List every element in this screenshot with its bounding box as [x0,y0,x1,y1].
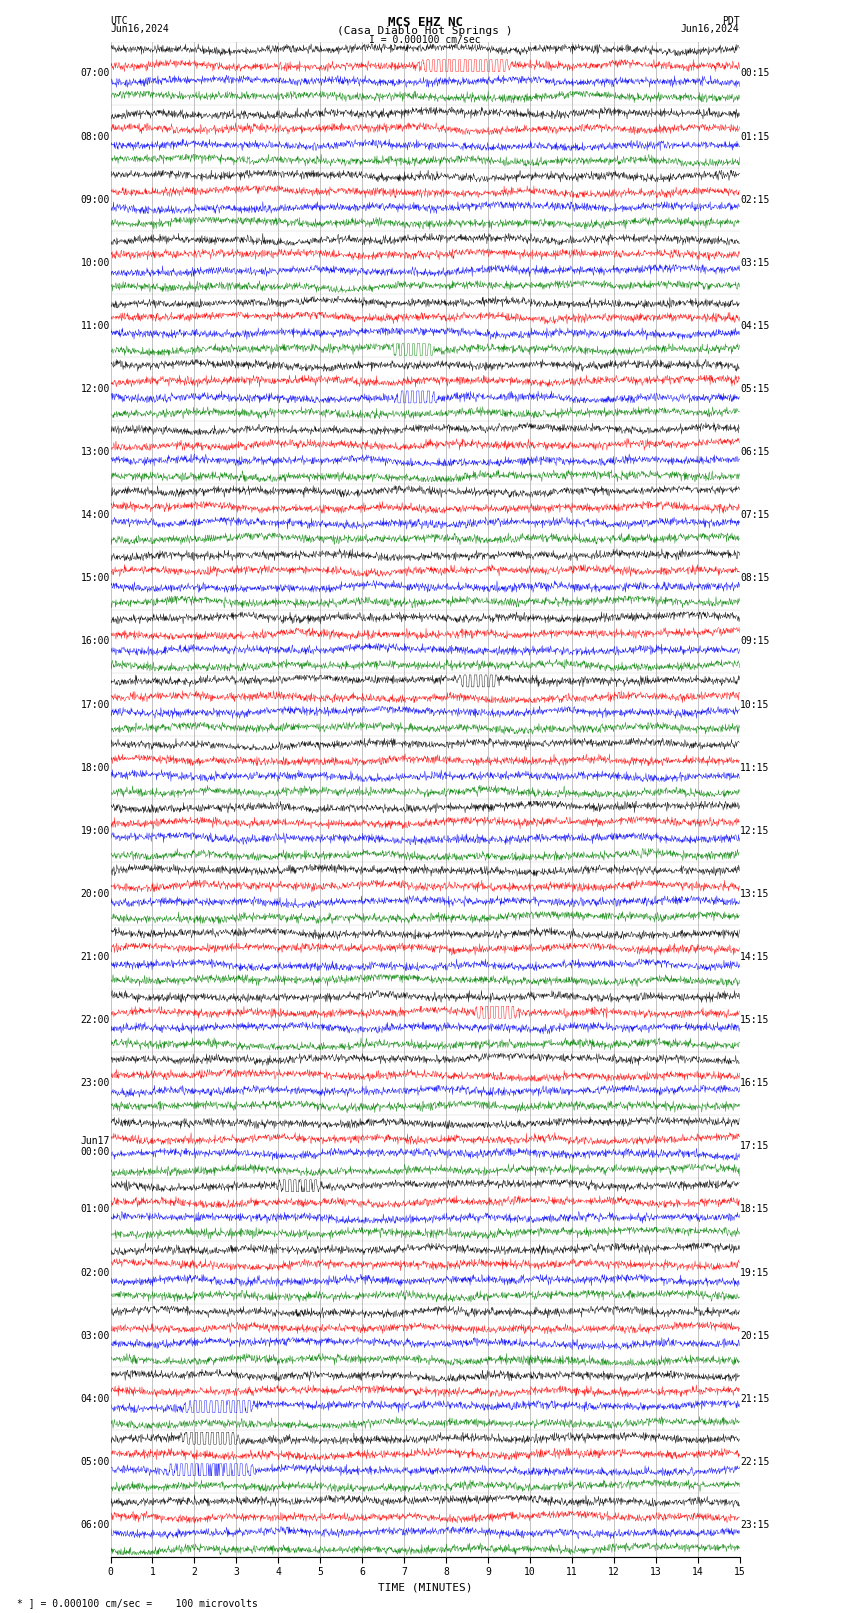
Text: 22:00: 22:00 [81,1015,110,1026]
Text: 06:00: 06:00 [81,1519,110,1531]
Text: 07:15: 07:15 [740,510,769,521]
Text: 02:00: 02:00 [81,1268,110,1277]
X-axis label: TIME (MINUTES): TIME (MINUTES) [377,1582,473,1592]
Text: Jun16,2024: Jun16,2024 [681,24,740,34]
Text: 12:15: 12:15 [740,826,769,836]
Text: 11:00: 11:00 [81,321,110,331]
Text: 18:15: 18:15 [740,1205,769,1215]
Text: 04:15: 04:15 [740,321,769,331]
Text: 12:00: 12:00 [81,384,110,394]
Text: 08:00: 08:00 [81,132,110,142]
Text: 20:00: 20:00 [81,889,110,898]
Text: MCS EHZ NC: MCS EHZ NC [388,16,462,29]
Text: 03:00: 03:00 [81,1331,110,1340]
Text: 00:15: 00:15 [740,68,769,79]
Text: 08:15: 08:15 [740,573,769,584]
Text: 23:15: 23:15 [740,1519,769,1531]
Text: 06:15: 06:15 [740,447,769,456]
Text: 23:00: 23:00 [81,1077,110,1089]
Text: 22:15: 22:15 [740,1457,769,1466]
Text: 14:00: 14:00 [81,510,110,521]
Text: 13:00: 13:00 [81,447,110,456]
Text: 03:15: 03:15 [740,258,769,268]
Text: I = 0.000100 cm/sec: I = 0.000100 cm/sec [369,35,481,45]
Text: * ] = 0.000100 cm/sec =    100 microvolts: * ] = 0.000100 cm/sec = 100 microvolts [17,1598,258,1608]
Text: 16:15: 16:15 [740,1077,769,1089]
Text: 18:00: 18:00 [81,763,110,773]
Text: 20:15: 20:15 [740,1331,769,1340]
Text: 14:15: 14:15 [740,952,769,961]
Text: 02:15: 02:15 [740,195,769,205]
Text: 19:15: 19:15 [740,1268,769,1277]
Text: 01:00: 01:00 [81,1205,110,1215]
Text: 04:00: 04:00 [81,1394,110,1403]
Text: PDT: PDT [722,16,740,26]
Text: 13:15: 13:15 [740,889,769,898]
Text: 05:15: 05:15 [740,384,769,394]
Text: 01:15: 01:15 [740,132,769,142]
Text: (Casa Diablo Hot Springs ): (Casa Diablo Hot Springs ) [337,26,513,35]
Text: UTC: UTC [110,16,128,26]
Text: Jun17
00:00: Jun17 00:00 [81,1136,110,1157]
Text: 15:00: 15:00 [81,573,110,584]
Text: 09:00: 09:00 [81,195,110,205]
Text: 21:15: 21:15 [740,1394,769,1403]
Text: 17:00: 17:00 [81,700,110,710]
Text: 21:00: 21:00 [81,952,110,961]
Text: 05:00: 05:00 [81,1457,110,1466]
Text: 11:15: 11:15 [740,763,769,773]
Text: 17:15: 17:15 [740,1142,769,1152]
Text: 10:00: 10:00 [81,258,110,268]
Text: 07:00: 07:00 [81,68,110,79]
Text: 09:15: 09:15 [740,637,769,647]
Text: 15:15: 15:15 [740,1015,769,1026]
Text: 16:00: 16:00 [81,637,110,647]
Text: 10:15: 10:15 [740,700,769,710]
Text: 19:00: 19:00 [81,826,110,836]
Text: Jun16,2024: Jun16,2024 [110,24,169,34]
